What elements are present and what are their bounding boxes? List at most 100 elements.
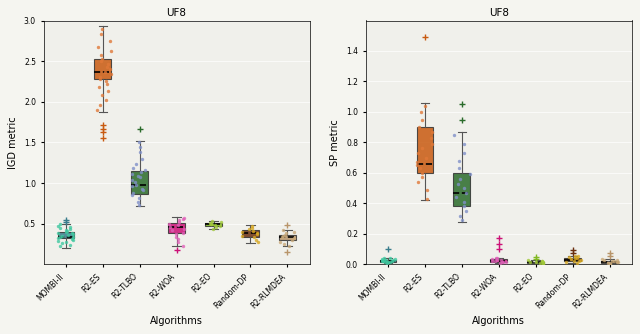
Point: [455, 213, 465, 218]
Point: [248, 235, 259, 240]
Point: [252, 231, 262, 237]
Point: [67, 231, 77, 236]
Point: [205, 222, 216, 227]
Point: [415, 166, 425, 171]
Point: [421, 155, 431, 160]
Point: [95, 102, 105, 108]
Point: [413, 150, 423, 156]
Point: [501, 259, 511, 265]
Point: [68, 235, 78, 240]
X-axis label: Algorithms: Algorithms: [150, 316, 203, 326]
Point: [538, 259, 548, 265]
Point: [131, 182, 141, 187]
Point: [127, 184, 137, 189]
Point: [461, 190, 471, 195]
Point: [390, 257, 400, 262]
PathPatch shape: [205, 223, 222, 226]
Point: [417, 170, 428, 176]
Point: [537, 258, 547, 264]
Point: [459, 185, 469, 191]
PathPatch shape: [601, 261, 618, 263]
Point: [572, 260, 582, 266]
Point: [96, 53, 106, 58]
Point: [164, 224, 175, 229]
Point: [496, 257, 506, 263]
Point: [605, 261, 615, 266]
Point: [492, 258, 502, 263]
Point: [564, 254, 574, 260]
PathPatch shape: [242, 230, 259, 237]
Point: [247, 225, 257, 230]
Point: [105, 66, 115, 72]
Title: UF8: UF8: [166, 8, 187, 18]
Point: [524, 258, 534, 263]
Point: [237, 233, 248, 238]
Point: [134, 145, 145, 150]
Point: [605, 260, 615, 265]
Point: [216, 219, 226, 225]
Point: [67, 237, 77, 242]
Point: [598, 257, 609, 262]
Point: [498, 260, 508, 265]
Point: [449, 132, 459, 138]
Point: [454, 166, 465, 171]
Point: [289, 229, 299, 234]
Point: [128, 190, 138, 195]
Point: [171, 234, 181, 239]
Point: [105, 38, 115, 43]
Point: [103, 62, 113, 67]
Point: [569, 258, 579, 264]
Point: [534, 260, 545, 266]
Point: [52, 230, 63, 235]
Point: [100, 69, 110, 74]
Point: [426, 135, 436, 141]
Point: [492, 256, 502, 261]
Point: [138, 188, 148, 193]
Point: [420, 103, 430, 109]
Point: [128, 165, 138, 170]
Point: [458, 217, 468, 223]
Point: [97, 26, 107, 31]
Point: [284, 244, 294, 249]
PathPatch shape: [417, 127, 433, 173]
Point: [387, 258, 397, 263]
Point: [287, 237, 298, 242]
Point: [453, 181, 463, 186]
Point: [596, 257, 607, 262]
Point: [275, 239, 285, 244]
PathPatch shape: [95, 59, 111, 79]
Point: [137, 156, 147, 161]
Point: [92, 107, 102, 113]
Point: [179, 226, 189, 231]
Point: [57, 233, 67, 238]
Point: [136, 170, 146, 175]
Point: [607, 259, 618, 264]
Point: [106, 49, 116, 54]
Point: [278, 233, 288, 238]
Point: [173, 218, 184, 223]
Point: [237, 229, 248, 234]
Point: [538, 259, 548, 264]
PathPatch shape: [564, 259, 581, 261]
Point: [385, 256, 395, 261]
Point: [412, 163, 422, 168]
Point: [417, 146, 427, 151]
Point: [248, 228, 258, 234]
Point: [92, 44, 102, 49]
Point: [55, 244, 65, 249]
Point: [67, 236, 77, 242]
Point: [106, 71, 116, 77]
Point: [413, 179, 423, 185]
Point: [252, 231, 262, 236]
Point: [61, 228, 72, 234]
Point: [381, 258, 392, 263]
Point: [53, 238, 63, 243]
Y-axis label: SP metric: SP metric: [330, 119, 340, 166]
Point: [164, 221, 174, 226]
Point: [53, 223, 63, 229]
Point: [65, 224, 76, 229]
Point: [426, 129, 436, 134]
Point: [173, 240, 184, 245]
Point: [205, 221, 216, 226]
Point: [135, 175, 145, 180]
